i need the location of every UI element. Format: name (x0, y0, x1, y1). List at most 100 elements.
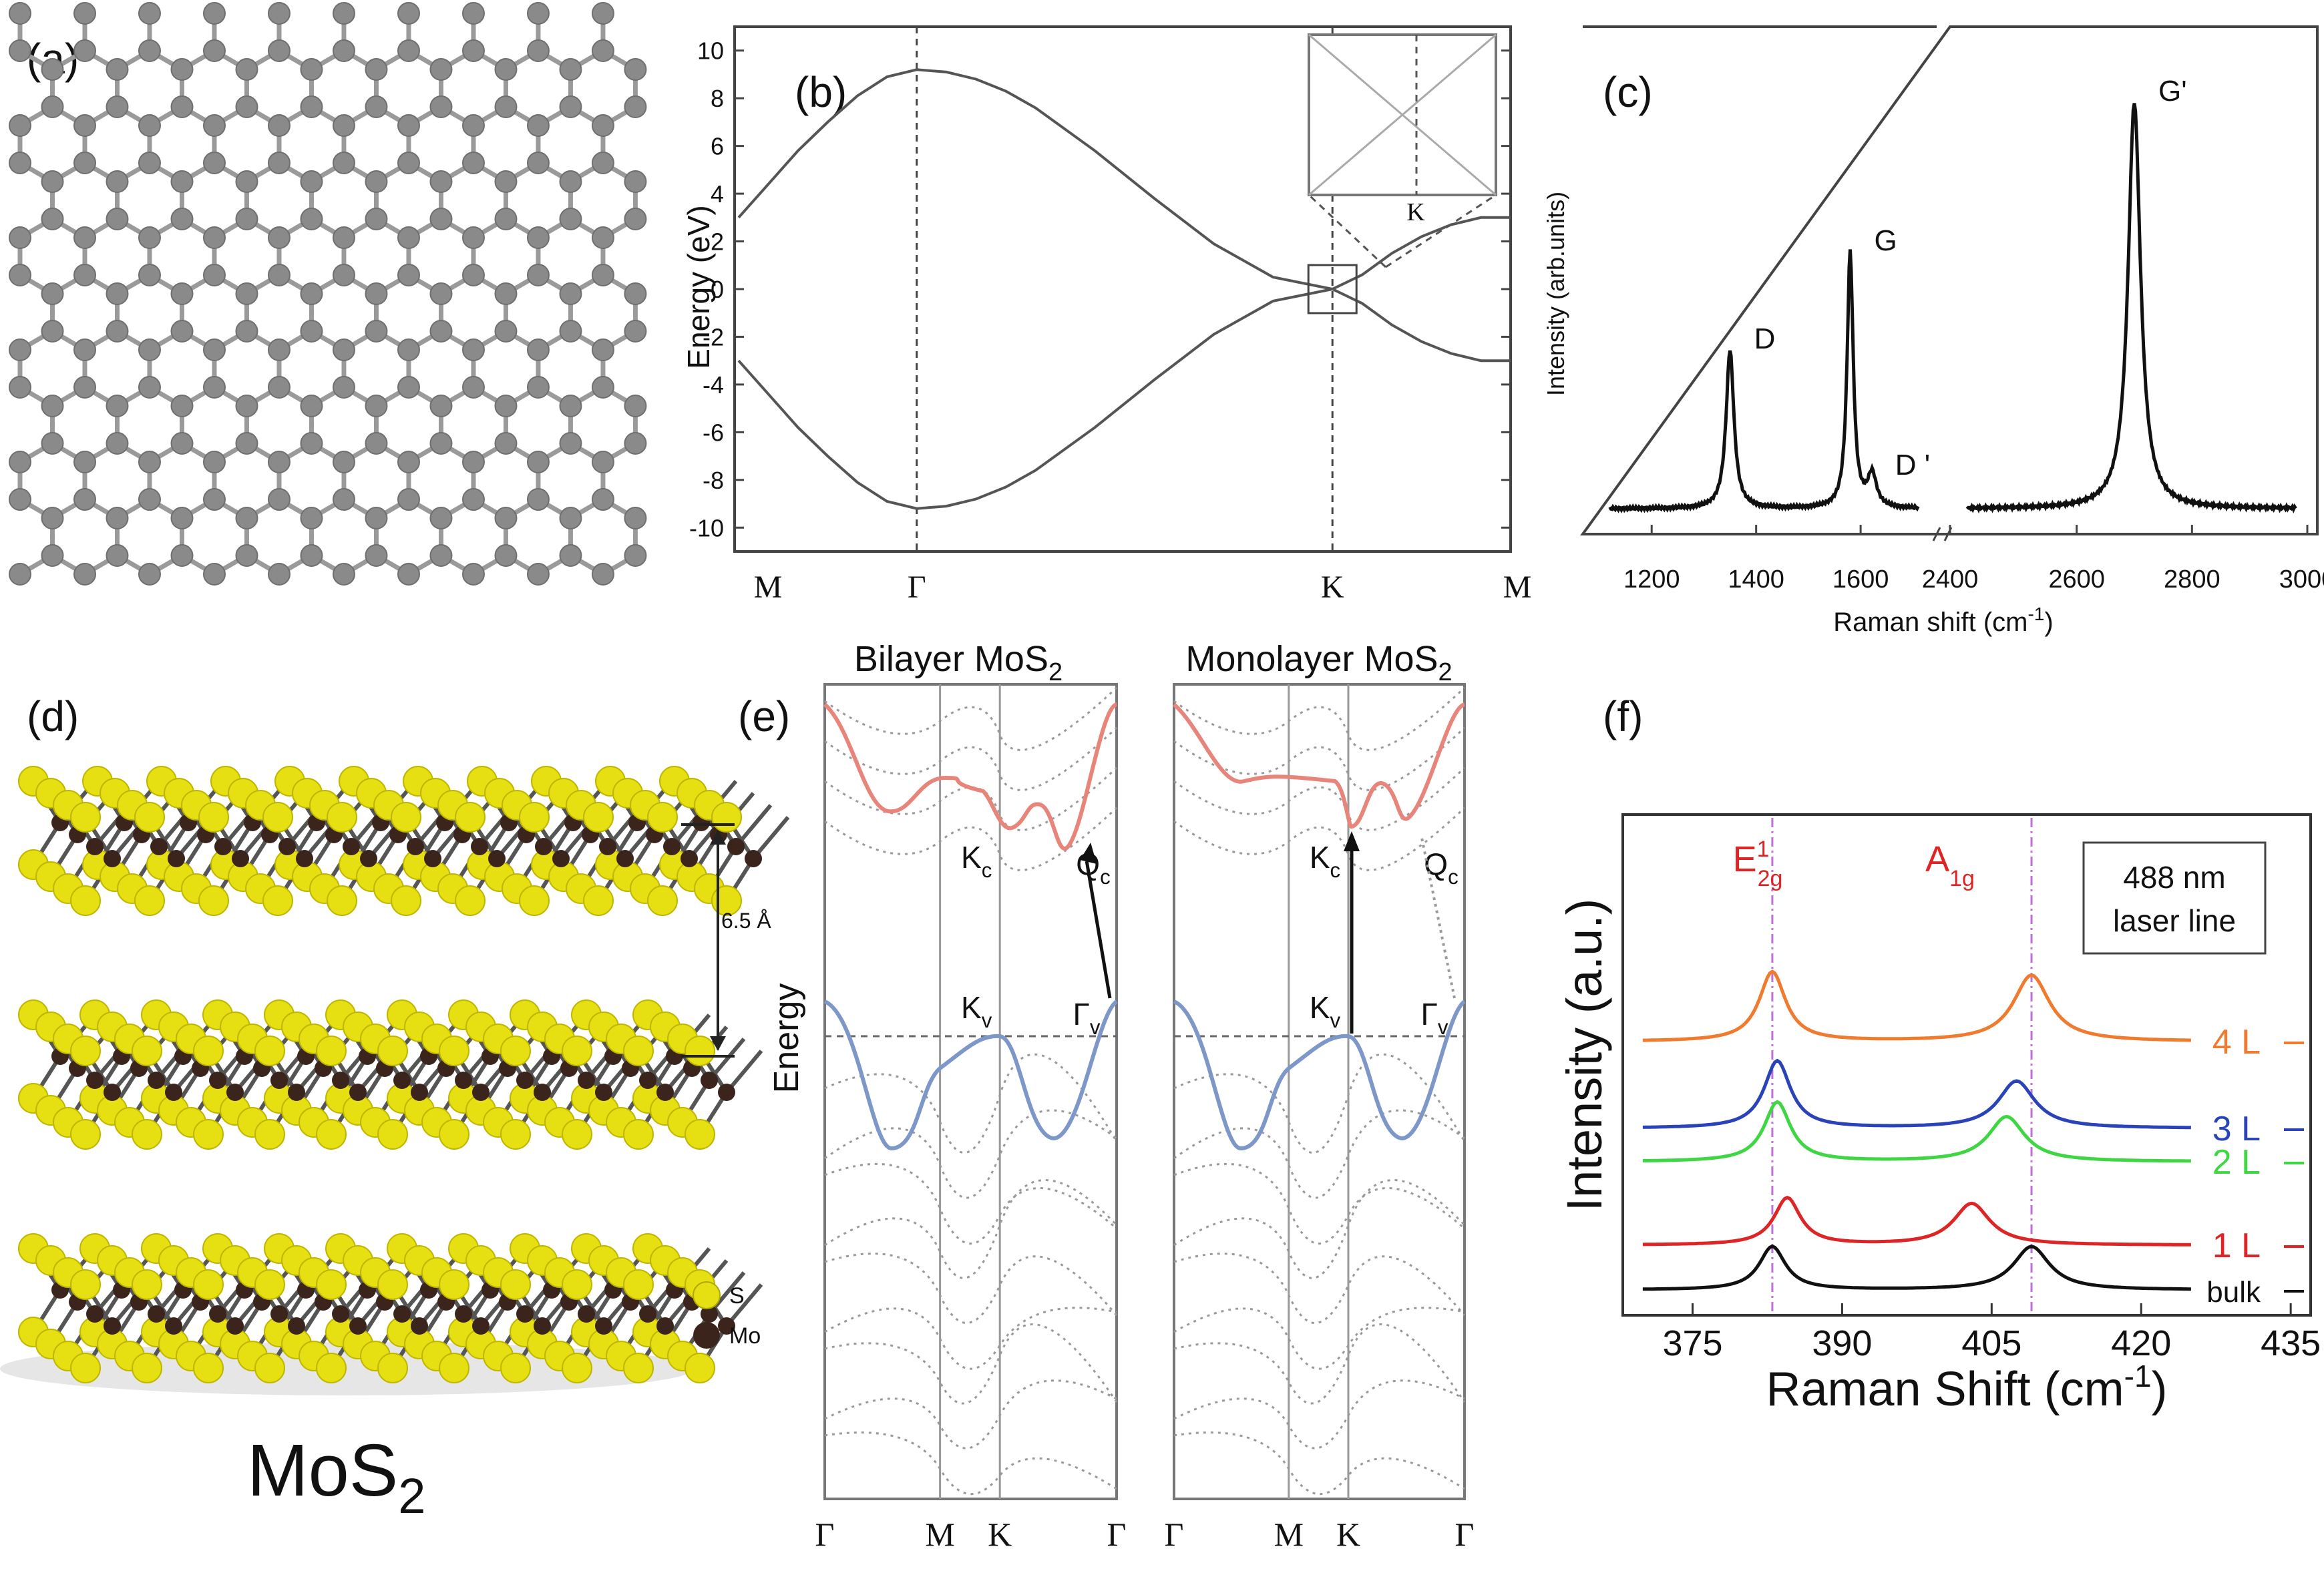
carbon-atom (202, 226, 226, 249)
carbon-atom (526, 563, 550, 586)
x-tick-label: 1600 (1832, 566, 1889, 594)
molybdenum-atom (332, 1305, 349, 1323)
carbon-atom (591, 376, 614, 399)
y-axis-label: Energy (767, 983, 806, 1094)
carbon-atom (526, 39, 550, 62)
carbon-atom (170, 395, 194, 417)
dotted-band (1173, 1379, 1465, 1449)
inset-k-label: K (1406, 198, 1425, 226)
sulfur-atom (500, 1353, 531, 1383)
carbon-atom (624, 170, 647, 193)
carbon-atom (559, 170, 582, 193)
carbon-atom (559, 320, 582, 343)
carbon-atom (170, 507, 194, 529)
molybdenum-atom (393, 1305, 411, 1323)
carbon-atom (300, 58, 323, 81)
carbon-atom (202, 39, 226, 62)
sulfur-atom (519, 802, 550, 833)
carbon-atom (429, 95, 453, 118)
molybdenum-atom (681, 850, 698, 867)
y-axis-label: Energy (eV) (681, 205, 716, 369)
band-lines (737, 68, 1511, 510)
molybdenum-atom (718, 1317, 735, 1335)
dotted-band (824, 1179, 1118, 1279)
dotted-band (824, 1379, 1117, 1449)
carbon-atom (202, 152, 226, 174)
qc-label: Qc (1424, 847, 1458, 889)
molybdenum-atom (168, 850, 185, 867)
carbon-atom (41, 544, 64, 567)
inset-connector-1 (1308, 194, 1387, 268)
sulfur-atom (254, 1269, 285, 1300)
carbon-atom (332, 152, 355, 174)
x-tick-label: M (1503, 570, 1532, 605)
raman-spectrum (1608, 103, 2297, 513)
sulfur-atom (500, 1269, 531, 1300)
sulfur-atom (198, 802, 229, 833)
sulfur-atom (327, 885, 357, 916)
dirac-zoom-box (1307, 264, 1358, 314)
carbon-atom (106, 95, 129, 118)
carbon-atom (624, 58, 647, 81)
dirac-inset: K (1308, 33, 1497, 268)
carbon-atom (526, 339, 550, 361)
molybdenum-atom (86, 838, 104, 855)
carbon-atom (235, 208, 258, 230)
molybdenum-atom (165, 1317, 182, 1335)
valence-band (823, 999, 1119, 1151)
carbon-atom (73, 226, 96, 249)
y-axis-label: Intensity (arb.units) (1542, 192, 1569, 396)
carbon-atom (494, 544, 518, 567)
band-panels: ΓMKΓKcQcKvΓvΓMKΓKcQcKvΓv (815, 683, 1474, 1553)
dotted-band (824, 1431, 1117, 1495)
indirect-transition-arrow (1085, 861, 1112, 999)
spectrum-1L (1642, 1195, 2191, 1247)
peak-label-G: G (1874, 224, 1897, 257)
carbon-atom (591, 451, 614, 473)
carbon-atom (235, 395, 258, 417)
panel-label-d: (d) (27, 692, 79, 740)
carbon-atom (106, 395, 129, 417)
molybdenum-atom (349, 1084, 367, 1101)
dotted-band (1173, 1323, 1466, 1405)
molybdenum-atom (599, 838, 616, 855)
carbon-atom (526, 376, 550, 399)
carbon-atom (591, 152, 614, 174)
carbon-atom (170, 58, 194, 81)
carbon-atom (591, 488, 614, 511)
carbon-atom (41, 95, 64, 118)
molybdenum-atom (104, 1084, 121, 1101)
carbon-atom (365, 544, 388, 567)
molybdenum-atom (534, 1084, 551, 1101)
molybdenum-atom (472, 1084, 490, 1101)
y-tick-label: -2 (703, 323, 724, 351)
panel-frame (1173, 683, 1466, 1500)
raman-segment-low (1608, 249, 1920, 513)
sulfur-atom (254, 1353, 285, 1383)
molybdenum-atom (701, 1305, 718, 1323)
carbon-atom (235, 170, 258, 193)
x-tick-label: 1400 (1728, 566, 1784, 594)
molybdenum-atom (455, 1072, 472, 1089)
monolayer-panel: Γ M K Γ Kc Qc Kv Γv (1165, 683, 1474, 1553)
carbon-atom (365, 320, 388, 343)
carbon-atom (494, 507, 518, 529)
y-tick-label: 6 (711, 133, 724, 160)
carbon-atom (9, 2, 31, 25)
panel-label-e: (e) (738, 692, 790, 740)
carbon-atom (397, 488, 420, 511)
carbon-atom (397, 152, 420, 174)
conduction-band (1173, 702, 1466, 829)
carbon-atom (41, 320, 64, 343)
carbon-atom (397, 376, 420, 399)
carbon-atom (106, 282, 129, 305)
molybdenum-atom (288, 1317, 305, 1335)
carbon-atom (494, 170, 518, 193)
carbon-atom (170, 320, 194, 343)
carbon-atom (202, 376, 226, 399)
carbon-atom (267, 488, 290, 511)
carbon-atom (397, 563, 420, 586)
carbon-atom (235, 544, 258, 567)
mos2-formula: MoS2 (247, 1429, 425, 1524)
